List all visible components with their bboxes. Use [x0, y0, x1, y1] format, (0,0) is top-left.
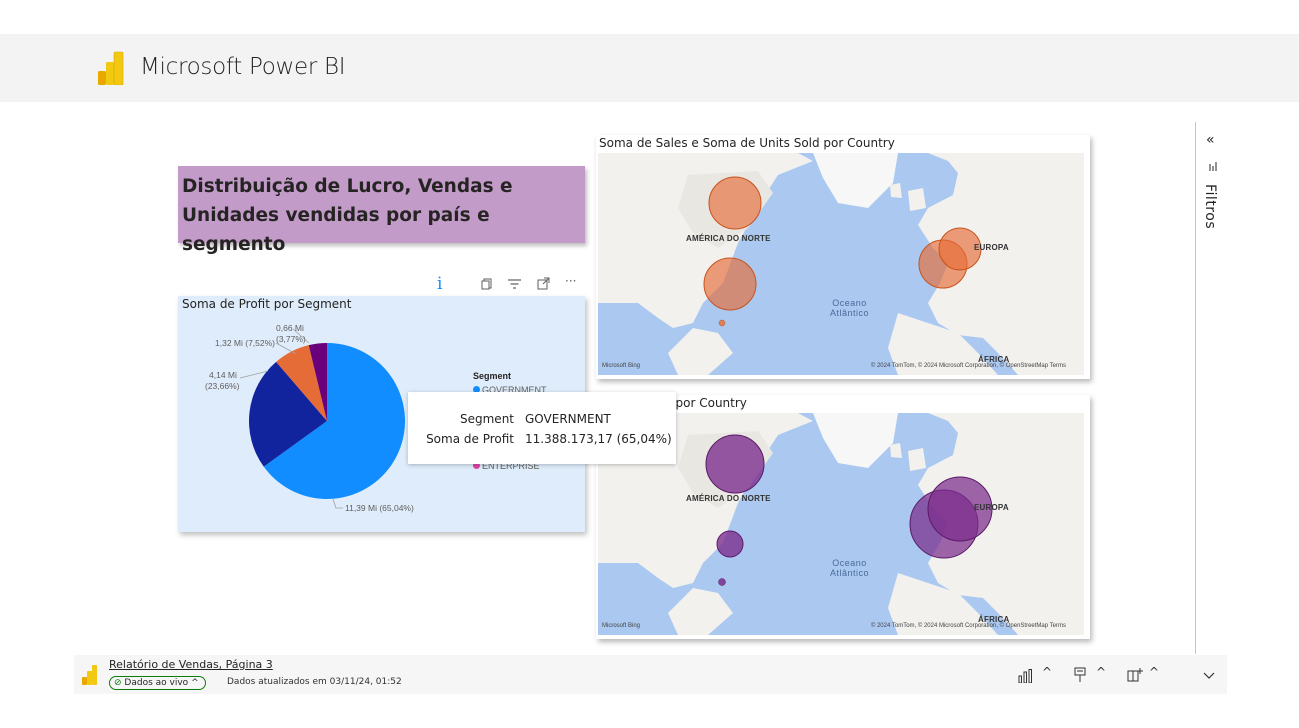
- map-visual-profit[interactable]: t por Country AMÉRICA DO NORTE EUROPA ÁF…: [596, 395, 1090, 639]
- legend-dot: [473, 462, 480, 469]
- tooltip-key: Soma de Profit: [426, 432, 514, 446]
- ocean-line-1: Oceano: [832, 558, 867, 568]
- map-bottom-bubbles: [705, 434, 993, 586]
- power-bi-logo-icon: [98, 51, 124, 85]
- filters-pane-label[interactable]: Filtros: [1202, 184, 1218, 230]
- bing-attribution: Microsoft Bing: [602, 623, 641, 629]
- tooltip-value: GOVERNMENT: [525, 412, 611, 426]
- legend-dot: [473, 386, 480, 393]
- app-header: Microsoft Power BI: [0, 34, 1299, 102]
- tooltip-row-segment: Segment GOVERNMENT: [408, 412, 676, 430]
- app-title: Microsoft Power BI: [140, 54, 346, 80]
- filter-pane-divider: [1195, 122, 1196, 654]
- map-copyright[interactable]: © 2024 TomTom, © 2024 Microsoft Corporat…: [870, 363, 1066, 369]
- map-label-ocean: Oceano Atlântico: [830, 298, 869, 318]
- legend-item-enterprise[interactable]: ENTERPRISE: [473, 461, 540, 471]
- leader-line-2: [239, 370, 269, 379]
- legend-item-government[interactable]: GOVERNMENT: [473, 385, 547, 395]
- report-title-line-2: Unidades vendidas por país e segmento: [182, 205, 490, 255]
- ocean-line-1: Oceano: [832, 298, 867, 308]
- data-label-small-b: 1,32 Mi (7,52%): [215, 338, 275, 348]
- data-label-government: 11,39 Mi (65,04%): [345, 503, 414, 513]
- chart-tooltip: Segment GOVERNMENT Soma de Profit 11.388…: [408, 392, 676, 464]
- map-label-europe: EUROPA: [974, 243, 1009, 252]
- report-title-box: Distribuição de Lucro, Vendas e Unidades…: [178, 166, 585, 255]
- pie-chart-svg: [239, 328, 405, 509]
- focus-mode-icon[interactable]: [537, 277, 550, 290]
- filter-funnel-icon: [1209, 162, 1217, 171]
- power-bi-small-logo-icon: [82, 665, 97, 685]
- chevron-up-icon[interactable]: ^: [1042, 665, 1053, 679]
- copy-icon[interactable]: [481, 278, 493, 290]
- live-data-toggle[interactable]: ⊘ Dados ao vivo ^: [109, 676, 206, 690]
- map-top-title: Soma de Sales e Soma de Units Sold por C…: [599, 136, 895, 150]
- map-bottom-title: t por Country: [667, 396, 747, 410]
- chevron-up-icon: ^: [191, 678, 199, 688]
- map-visual-sales-units[interactable]: Soma de Sales e Soma de Units Sold por C…: [596, 135, 1090, 379]
- bubble-usa[interactable]: [716, 530, 744, 558]
- bookmark-icon[interactable]: [1074, 667, 1086, 683]
- bing-attribution: Microsoft Bing: [602, 363, 641, 369]
- pie-slice-0[interactable]: [263, 343, 405, 499]
- bubble-usa[interactable]: [703, 257, 757, 311]
- tooltip-key: Segment: [460, 412, 514, 426]
- top-blank-area: [0, 0, 1299, 34]
- more-options-icon[interactable]: ···: [565, 274, 577, 288]
- data-label-small-a-value: 4,14 Mi: [209, 370, 237, 380]
- check-circle-icon: ⊘: [114, 678, 122, 688]
- pie-slice-1[interactable]: [249, 361, 327, 467]
- pie-chart-title: Soma de Profit por Segment: [182, 297, 352, 311]
- map-top-area[interactable]: AMÉRICA DO NORTE EUROPA ÁFRICA Oceano At…: [598, 153, 1084, 375]
- visual-header: i ···: [437, 274, 585, 296]
- map-label-ocean: Oceano Atlântico: [830, 558, 869, 578]
- legend-title: Segment: [473, 371, 512, 381]
- tooltip-row-profit: Soma de Profit 11.388.173,17 (65,04%): [408, 432, 676, 450]
- map-label-north-america: AMÉRICA DO NORTE: [686, 494, 771, 503]
- bubble-canada[interactable]: [708, 176, 762, 230]
- bubble-mexico[interactable]: [718, 319, 726, 327]
- add-page-icon[interactable]: [1127, 668, 1143, 682]
- pie-slice-2[interactable]: [276, 345, 327, 421]
- data-label-small-a-pct: (23,66%): [205, 381, 240, 391]
- leader-line-1: [275, 342, 297, 355]
- legend-label: GOVERNMENT: [482, 385, 547, 395]
- live-data-label: Dados ao vivo: [124, 678, 189, 688]
- map-top-bubbles: [703, 176, 982, 327]
- pie-slice-3[interactable]: [308, 343, 327, 421]
- chevron-down-icon[interactable]: [1203, 672, 1215, 680]
- bubble-mexico[interactable]: [718, 578, 726, 586]
- last-updated-text: Dados atualizados em 03/11/24, 01:52: [227, 677, 402, 687]
- report-title-line-1: Distribuição de Lucro, Vendas e: [182, 176, 513, 197]
- map-copyright[interactable]: © 2024 TomTom, © 2024 Microsoft Corporat…: [870, 623, 1066, 629]
- map-label-africa: ÁFRICA: [978, 355, 1010, 364]
- visual-insights-icon[interactable]: [1018, 669, 1036, 683]
- report-page-link[interactable]: Relatório de Vendas, Página 3: [109, 658, 273, 671]
- info-icon[interactable]: i: [437, 274, 443, 294]
- filter-icon[interactable]: [508, 278, 521, 290]
- chevron-up-icon[interactable]: ^: [1096, 665, 1107, 679]
- ocean-line-2: Atlântico: [830, 308, 870, 318]
- expand-filters-icon[interactable]: «: [1206, 132, 1215, 148]
- legend-label: ENTERPRISE: [482, 461, 540, 471]
- data-label-small-c-pct: (3,77%): [276, 334, 306, 344]
- data-label-small-c-value: 0,66 Mi: [276, 323, 304, 333]
- chevron-up-icon[interactable]: ^: [1149, 665, 1160, 679]
- leader-line-0: [292, 328, 310, 344]
- report-footer: Relatório de Vendas, Página 3 ⊘ Dados ao…: [74, 655, 1227, 694]
- bubble-germany[interactable]: [927, 476, 993, 542]
- map-label-africa: ÁFRICA: [978, 615, 1010, 624]
- leader-line-3: [332, 498, 343, 509]
- tooltip-value: 11.388.173,17 (65,04%): [525, 432, 672, 446]
- bubble-germany[interactable]: [938, 227, 982, 271]
- bubble-canada[interactable]: [705, 434, 765, 494]
- map-label-europe: EUROPA: [974, 503, 1009, 512]
- ocean-line-2: Atlântico: [830, 568, 870, 578]
- map-label-north-america: AMÉRICA DO NORTE: [686, 234, 771, 243]
